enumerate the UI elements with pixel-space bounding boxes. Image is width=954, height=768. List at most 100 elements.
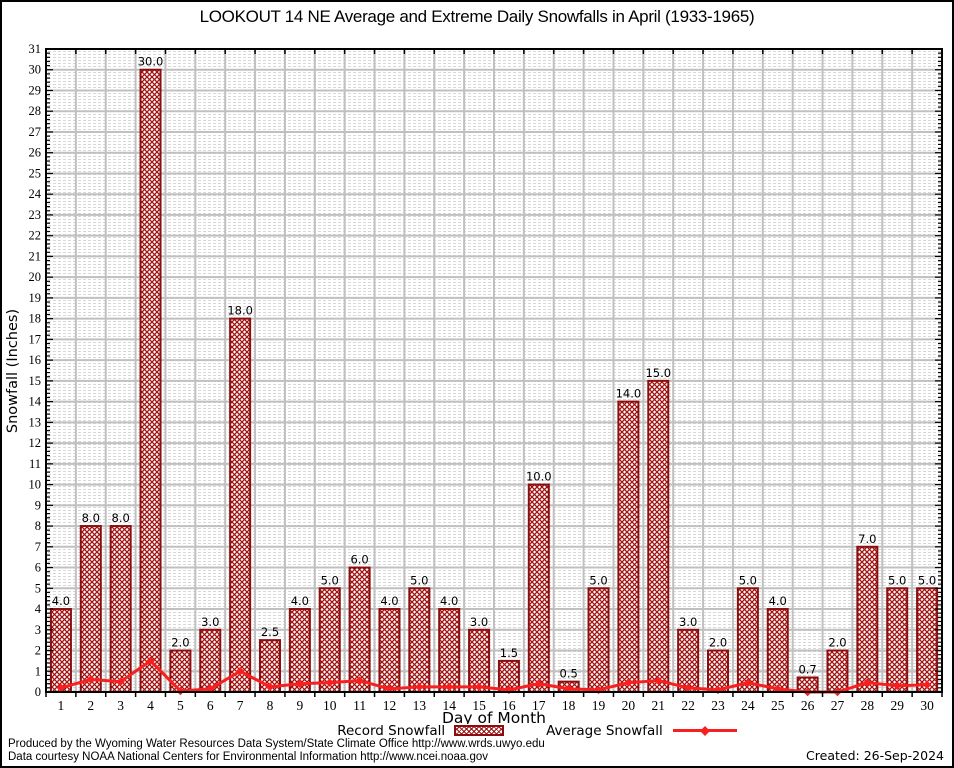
y-tick-label: 3 — [35, 623, 41, 637]
bar-day-17 — [527, 483, 550, 694]
bar-value-label: 3.0 — [201, 615, 219, 629]
bar-day-13 — [408, 587, 431, 694]
y-tick-label: 2 — [35, 644, 41, 658]
y-tick-label: 5 — [35, 581, 41, 595]
bar-value-label: 4.0 — [440, 594, 458, 608]
average-line — [60, 658, 928, 694]
x-tick-label: 29 — [890, 698, 904, 713]
bar-day-29 — [886, 587, 909, 694]
bar-value-label: 0.5 — [560, 667, 578, 681]
avg-marker-day-15 — [474, 682, 484, 692]
y-tick-label: 24 — [29, 187, 42, 201]
x-tick-label: 27 — [831, 698, 845, 713]
avg-marker-day-24 — [743, 678, 753, 687]
chart-title: LOOKOUT 14 NE Average and Extreme Daily … — [199, 7, 755, 26]
bar-day-24 — [736, 587, 759, 694]
bar-value-label: 5.0 — [918, 573, 936, 587]
avg-marker-day-13 — [415, 682, 424, 692]
y-tick-label: 1 — [35, 664, 41, 678]
x-tick-label: 8 — [267, 698, 274, 713]
x-tick-label: 16 — [502, 698, 516, 713]
avg-marker-day-22 — [683, 683, 693, 693]
y-tick-label: 20 — [29, 270, 42, 284]
y-tick-label: 23 — [29, 208, 42, 222]
x-tick-label: 5 — [177, 698, 184, 713]
bar-value-label: 6.0 — [350, 553, 368, 567]
y-tick-label: 11 — [29, 457, 41, 471]
bar-value-label: 5.0 — [589, 573, 607, 587]
x-tick-label: 25 — [771, 698, 785, 713]
bar-day-11 — [348, 566, 371, 694]
bar-value-label: 0.7 — [798, 662, 816, 676]
x-tick-label: 19 — [592, 698, 606, 713]
bar-value-label: 5.0 — [321, 573, 339, 587]
x-tick-label: 22 — [681, 698, 695, 713]
bar-value-label: 15.0 — [645, 366, 671, 380]
avg-marker-day-29 — [892, 681, 902, 691]
bar-value-label: 8.0 — [82, 511, 100, 525]
bar-day-19 — [587, 587, 610, 694]
bar-value-label: 10.0 — [526, 470, 552, 484]
x-tick-label: 1 — [58, 698, 65, 713]
avg-marker-day-30 — [922, 680, 932, 689]
bar-day-1 — [49, 608, 72, 694]
y-tick-label: 16 — [29, 353, 42, 367]
avg-marker-day-9 — [295, 679, 305, 688]
y-tick-label: 25 — [29, 166, 42, 180]
bar-value-label: 3.0 — [470, 615, 488, 629]
footer-credits: Produced by the Wyoming Water Resources … — [8, 738, 545, 764]
x-tick-label: 10 — [323, 698, 337, 713]
avg-marker-day-17 — [534, 679, 544, 688]
y-tick-label: 22 — [29, 229, 42, 243]
x-tick-label: 13 — [413, 698, 427, 713]
legend-record-label: Record Snowfall — [337, 722, 446, 739]
x-tick-label: 14 — [442, 698, 456, 713]
y-tick-label: 21 — [29, 249, 42, 263]
bar-value-label: 2.5 — [261, 625, 279, 639]
y-tick-label: 27 — [29, 125, 42, 139]
y-tick-label: 4 — [35, 602, 42, 616]
x-tick-label: 4 — [147, 698, 154, 713]
bar-value-label: 30.0 — [138, 55, 164, 69]
bar-day-14 — [438, 608, 461, 694]
y-tick-label: 14 — [29, 395, 42, 409]
footer-line1: Produced by the Wyoming Water Resources … — [8, 738, 545, 750]
avg-marker-day-20 — [624, 678, 633, 687]
bar-value-label: 7.0 — [858, 532, 876, 546]
snowfall-chart-svg: 4.0 8.0 8.0 30.0 2.0 3.0 18.0 2.5 4.0 5.0 6.0 4.0 5.… — [5, 42, 943, 724]
x-axis-title: Day of Month — [442, 709, 546, 724]
avg-marker-day-10 — [325, 678, 334, 687]
bar-value-label: 18.0 — [227, 304, 253, 318]
y-tick-label: 8 — [35, 519, 41, 533]
bar-value-label: 2.0 — [828, 636, 846, 650]
bar-day-25 — [766, 608, 789, 694]
footer-created-date: Created: 26-Sep-2024 — [806, 748, 944, 763]
x-tick-label: 21 — [652, 698, 666, 713]
chart-legend: Record Snowfall Average Snowfall — [2, 722, 952, 739]
avg-marker-day-11 — [355, 676, 364, 685]
bar-day-22 — [677, 628, 700, 693]
y-tick-label: 7 — [35, 540, 41, 554]
y-tick-label: 6 — [35, 561, 41, 575]
footer-line2: Data courtesy NOAA National Centers for … — [8, 751, 489, 763]
x-tick-label: 28 — [861, 698, 875, 713]
bar-day-21 — [647, 379, 670, 693]
bar-value-label: 2.0 — [709, 636, 727, 650]
y-tick-label: 31 — [29, 42, 42, 56]
x-tick-label: 18 — [562, 698, 576, 713]
bar-day-6 — [199, 628, 222, 693]
x-tick-label: 6 — [207, 698, 214, 713]
average-marker-icon — [699, 725, 710, 736]
x-tick-label: 15 — [472, 698, 486, 713]
bar-value-label: 5.0 — [410, 573, 428, 587]
average-snowfall-line-icon — [672, 725, 737, 736]
y-tick-label: 26 — [29, 146, 42, 160]
bar-day-28 — [856, 545, 879, 693]
record-snowfall-swatch-icon — [454, 725, 505, 736]
bar-value-label: 4.0 — [291, 594, 309, 608]
avg-marker-day-28 — [863, 678, 872, 687]
bar-day-12 — [378, 608, 401, 694]
plot-border — [45, 48, 943, 693]
bar-value-label: 4.0 — [52, 594, 70, 608]
x-tick-label: 30 — [920, 698, 934, 713]
